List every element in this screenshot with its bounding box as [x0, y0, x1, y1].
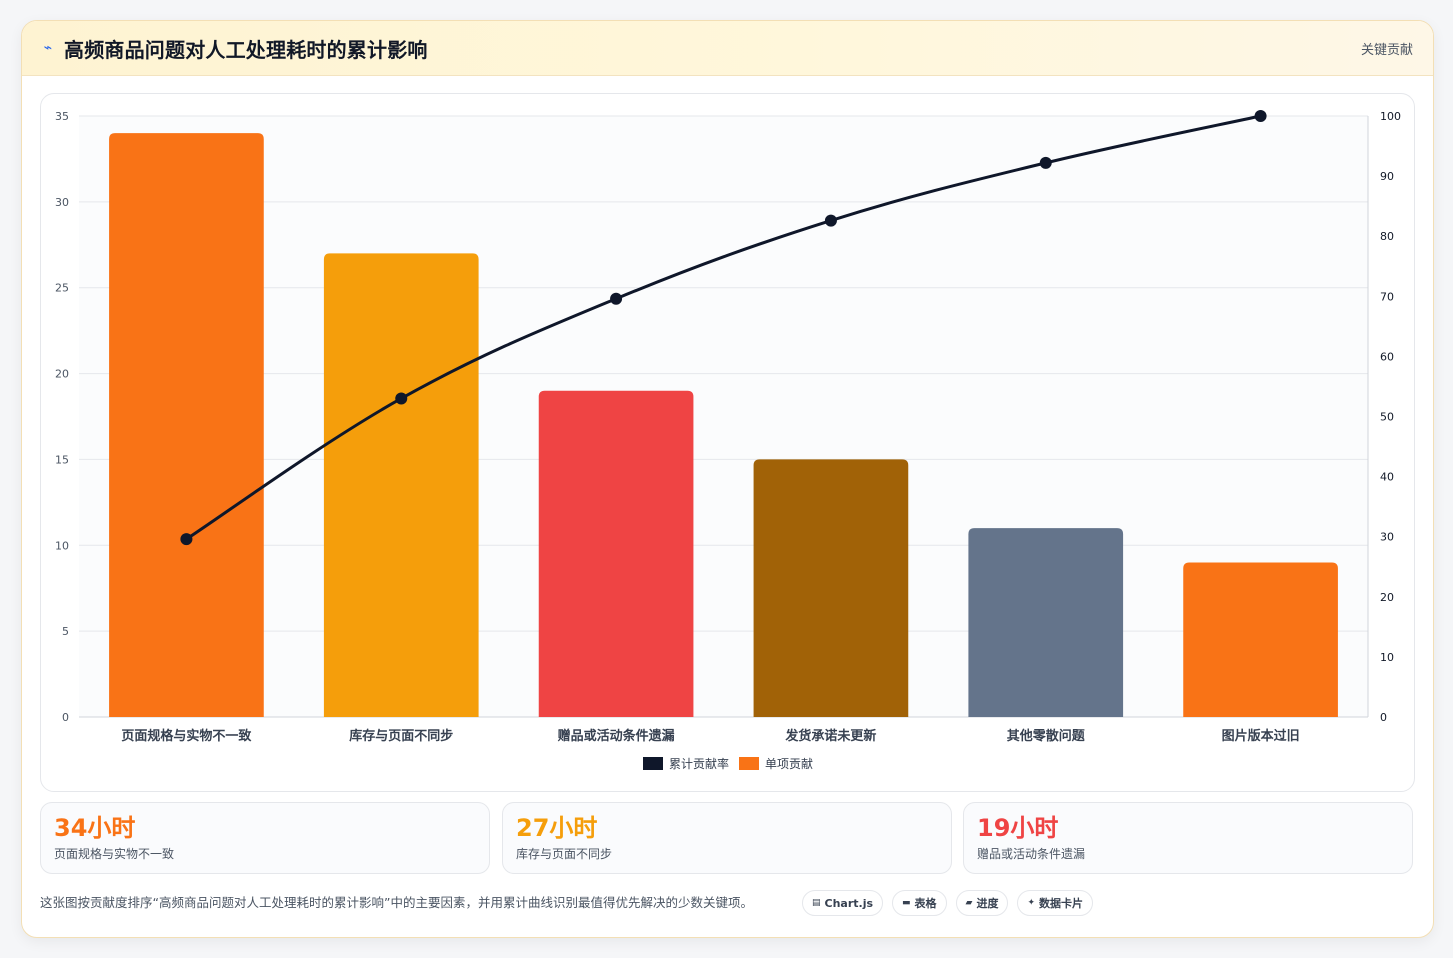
- stat-label: 赠品或活动条件遗漏: [977, 847, 1086, 861]
- stat-value: 27小时: [516, 814, 598, 842]
- stat-card-2: 27小时 库存与页面不同步: [502, 802, 952, 874]
- y-tick-label: 15: [55, 453, 69, 466]
- title-wrap: ⌁ 高频商品问题对人工处理耗时的累计影响: [42, 34, 428, 63]
- bar: [323, 253, 479, 717]
- bar: [538, 390, 694, 717]
- y2-tick-label: 80: [1380, 230, 1394, 243]
- x-tick-label: 库存与页面不同步: [349, 728, 453, 744]
- pareto-chart: 0 5 10 15 20 25 30 35 0 10 20 30 40 50 60 70 80 90 100 页面规格…: [55, 110, 1401, 771]
- y-tick-label: 25: [55, 282, 69, 295]
- cumulative-point: [610, 292, 623, 305]
- card-header: ⌁ 高频商品问题对人工处理耗时的累计影响 关键贡献: [22, 21, 1433, 76]
- bar: [109, 133, 264, 717]
- y2-tick-label: 40: [1380, 471, 1394, 484]
- cumulative-line: [185, 114, 1261, 541]
- chip-progress[interactable]: ▰ 进度: [955, 890, 1009, 916]
- sparkle-icon: ✦: [1027, 898, 1036, 908]
- y2-tick-label: 0: [1380, 711, 1387, 724]
- chip-data-card[interactable]: ✦ 数据卡片: [1017, 890, 1094, 916]
- cumulative-point: [1254, 110, 1267, 122]
- footer-note: 这张图按贡献度排序“高频商品问题对人工处理耗时的累计影响”中的主要因素，并用累计…: [40, 895, 753, 910]
- chip-label: 数据卡片: [1039, 897, 1084, 910]
- cumulative-point: [1039, 156, 1052, 169]
- chart-icon: ▤: [812, 898, 821, 908]
- y-tick-label: 35: [55, 110, 69, 123]
- stat-card-3: 19小时 赠品或活动条件遗漏: [963, 802, 1413, 874]
- stat-label: 页面规格与实物不一致: [54, 847, 175, 861]
- bar: [968, 528, 1124, 717]
- x-tick-label: 页面规格与实物不一致: [121, 728, 252, 744]
- stat-value: 19小时: [977, 814, 1059, 842]
- chip-label: 表格: [914, 897, 937, 910]
- chart-panel: 0 5 10 15 20 25 30 35 0 10 20 30 40 50 60 70 80 90 100 页面规格…: [40, 93, 1415, 792]
- chip-table[interactable]: ▬ 表格: [892, 890, 947, 916]
- chart-card: ⌁ 高频商品问题对人工处理耗时的累计影响 关键贡献 0 5 10 15 20 25 30 35…: [21, 20, 1434, 938]
- chip-label: Chart.js: [824, 896, 874, 910]
- cumulative-point: [180, 533, 193, 546]
- y2-tick-label: 50: [1380, 411, 1394, 424]
- chip-label: 进度: [976, 897, 999, 910]
- y2-tick-label: 30: [1380, 531, 1394, 544]
- y-tick-label: 10: [55, 539, 69, 552]
- chip-chartjs[interactable]: ▤ Chart.js: [802, 890, 884, 916]
- y2-tick-label: 10: [1380, 651, 1394, 664]
- tech-chips: ▤ Chart.js ▬ 表格 ▰ 进度 ✦ 数据卡片: [802, 890, 1094, 916]
- y2-tick-label: 100: [1380, 110, 1401, 123]
- table-icon: ▬: [902, 898, 911, 908]
- y2-tick-label: 90: [1380, 170, 1394, 183]
- cumulative-point: [395, 392, 408, 405]
- header-tag: 关键贡献: [1360, 42, 1413, 58]
- y-tick-label: 30: [55, 196, 69, 209]
- y2-tick-label: 70: [1380, 290, 1394, 303]
- y-tick-label: 5: [62, 625, 69, 638]
- stat-value: 34小时: [54, 814, 136, 842]
- page-title: 高频商品问题对人工处理耗时的累计影响: [64, 37, 428, 62]
- y2-tick-label: 60: [1380, 350, 1394, 363]
- legend-swatch: [643, 757, 663, 770]
- x-tick-label: 发货承诺未更新: [784, 728, 876, 744]
- lightning-icon: ⌁: [43, 40, 53, 56]
- y-tick-label: 0: [62, 711, 69, 724]
- legend-label: 单项贡献: [765, 756, 813, 771]
- cumulative-point: [824, 214, 837, 227]
- x-tick-label: 图片版本过旧: [1222, 728, 1300, 744]
- stat-label: 库存与页面不同步: [516, 847, 613, 861]
- y2-tick-label: 20: [1380, 591, 1394, 604]
- x-tick-label: 赠品或活动条件遗漏: [558, 728, 675, 744]
- stat-card-1: 34小时 页面规格与实物不一致: [40, 802, 490, 874]
- bar: [1183, 562, 1338, 717]
- progress-icon: ▰: [965, 898, 973, 908]
- legend-label: 累计贡献率: [669, 756, 729, 771]
- x-tick-label: 其他零散问题: [1007, 728, 1086, 744]
- bar: [753, 459, 909, 717]
- y-tick-label: 20: [55, 368, 69, 381]
- plot-area: [79, 116, 1368, 717]
- legend-swatch: [739, 757, 759, 770]
